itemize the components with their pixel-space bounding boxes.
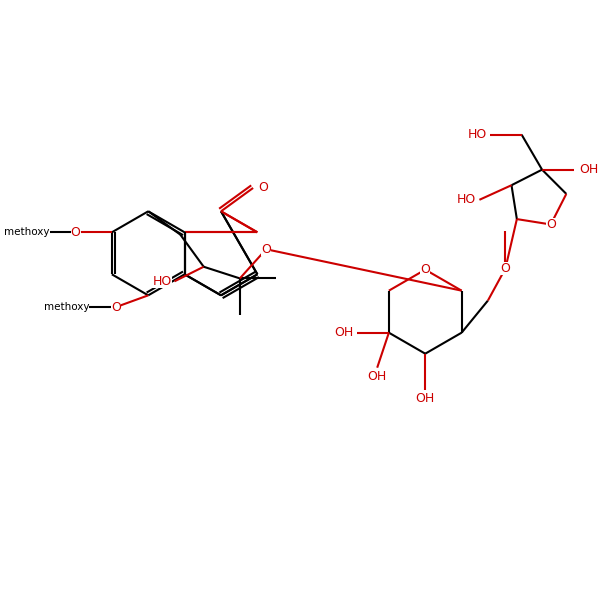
Text: methoxy: methoxy bbox=[4, 227, 50, 238]
Text: O: O bbox=[259, 181, 269, 194]
Text: OH: OH bbox=[579, 163, 598, 176]
Text: O: O bbox=[421, 263, 430, 276]
Text: O: O bbox=[71, 226, 80, 239]
Text: O: O bbox=[500, 262, 511, 275]
Text: HO: HO bbox=[152, 275, 172, 288]
Text: methoxy: methoxy bbox=[44, 302, 89, 312]
Text: HO: HO bbox=[457, 193, 476, 206]
Text: OH: OH bbox=[416, 392, 435, 405]
Text: O: O bbox=[111, 301, 121, 314]
Text: OH: OH bbox=[368, 370, 387, 383]
Text: HO: HO bbox=[467, 128, 487, 141]
Text: O: O bbox=[261, 243, 271, 256]
Text: O: O bbox=[546, 218, 556, 231]
Text: OH: OH bbox=[335, 326, 354, 339]
